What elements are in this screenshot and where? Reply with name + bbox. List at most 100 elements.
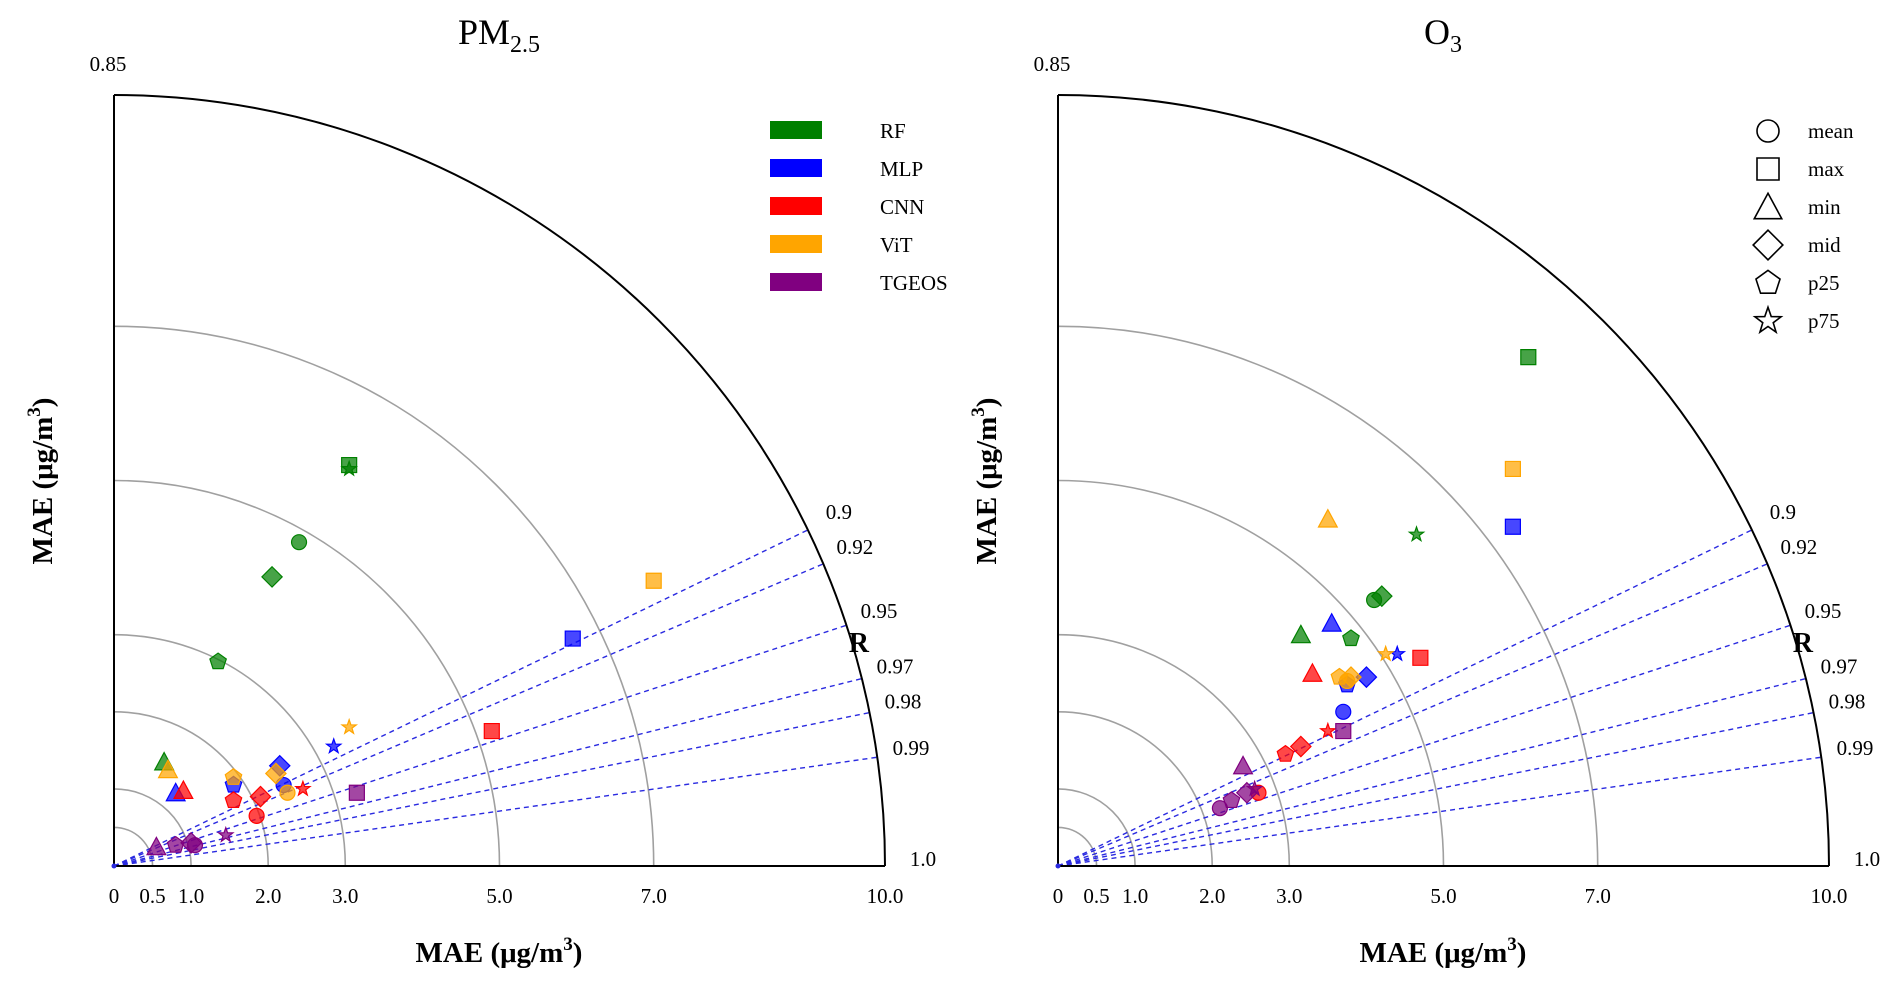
data-point-rf-p75 xyxy=(340,459,359,477)
correlation-line-6 xyxy=(113,756,878,867)
data-point-rf-max xyxy=(1520,349,1537,366)
data-point-mlp-p75 xyxy=(1388,644,1407,662)
correlation-tick-label: 0.92 xyxy=(1781,535,1818,559)
legend-marker-mean xyxy=(1756,119,1780,143)
correlation-tick-label: 0.9 xyxy=(826,500,852,524)
legend-swatch-tgeos xyxy=(770,273,822,291)
legend: RF MLP CNN ViT TGEOS xyxy=(770,119,948,295)
correlation-tick-label: 0.98 xyxy=(885,690,922,714)
x-tick-label: 3.0 xyxy=(1276,884,1302,908)
data-point-rf-min xyxy=(1290,624,1312,644)
outer-arc xyxy=(113,94,886,867)
correlation-tick-label: 1.0 xyxy=(1854,847,1880,871)
legend-label: ViT xyxy=(880,233,913,257)
data-point-vit-mid xyxy=(264,762,287,785)
data-point-tgeos-mean xyxy=(1211,800,1229,817)
legend-label: mean xyxy=(1808,119,1854,143)
x-tick-label: 2.0 xyxy=(255,884,281,908)
correlation-line-1 xyxy=(113,529,809,867)
x-tick-label: 1.0 xyxy=(1122,884,1148,908)
x-tick-label: 7.0 xyxy=(1585,884,1611,908)
data-point-mlp-mid xyxy=(1355,666,1378,689)
data-point-cnn-min xyxy=(1302,662,1323,682)
x-tick-label: 10.0 xyxy=(867,884,904,908)
correlation-line-4 xyxy=(113,677,863,867)
data-point-tgeos-p25 xyxy=(1222,791,1241,809)
correlation-tick-label: 0.97 xyxy=(1821,654,1858,678)
legend-label: max xyxy=(1808,157,1845,181)
legend-label: RF xyxy=(880,119,906,143)
data-point-vit-p75 xyxy=(1376,644,1395,662)
chart-title-subscript: 2.5 xyxy=(510,32,540,58)
radial-arc-0 xyxy=(113,826,154,867)
correlation-tick-label: 0.98 xyxy=(1829,690,1866,714)
chart-title-subscript: 3 xyxy=(1450,32,1462,58)
data-point-tgeos-p75 xyxy=(216,825,235,843)
outer-arc xyxy=(1057,94,1830,867)
data-point-mlp-max xyxy=(1504,518,1521,535)
correlation-axis-label: R xyxy=(849,628,870,659)
x-axis-label-close: ) xyxy=(1517,937,1527,969)
data-point-rf-mid xyxy=(1370,585,1393,608)
legend-label: p25 xyxy=(1808,271,1840,295)
legend-marker-p25 xyxy=(1755,269,1781,295)
legend-swatch-cnn xyxy=(770,197,822,215)
radial-arc-3 xyxy=(113,633,347,867)
data-point-vit-min xyxy=(157,758,179,779)
correlation-tick-label: 0.85 xyxy=(90,52,127,76)
correlation-line-6 xyxy=(1057,756,1822,867)
data-point-cnn-mean xyxy=(248,807,265,824)
data-point-cnn-mid xyxy=(1289,735,1312,758)
radial-arc-5 xyxy=(1057,325,1599,867)
correlation-line-4 xyxy=(1057,677,1807,867)
data-point-rf-mean xyxy=(290,534,308,551)
data-point-tgeos-p25 xyxy=(166,835,185,853)
panel-pm25: 0 0.5 1.0 2.0 3.0 5.0 7.0 10.0 0.85 0.9 0.92 0.95 0.… xyxy=(24,12,948,969)
data-point-cnn-max xyxy=(483,722,500,740)
data-point-cnn-min xyxy=(173,779,194,800)
radial-arc-2 xyxy=(113,711,269,867)
correlation-tick-label: 0.99 xyxy=(893,736,930,760)
data-point-cnn-p25 xyxy=(1276,744,1295,762)
y-axis-label: MAE (μg/m3) xyxy=(24,398,59,565)
legend-marker-min xyxy=(1752,191,1784,220)
correlation-line-2 xyxy=(1057,563,1768,867)
x-axis-label-main: MAE (μg/m xyxy=(416,937,564,969)
x-tick-label: 0.5 xyxy=(1083,884,1109,908)
correlation-axis-label: R xyxy=(1793,628,1814,659)
correlation-tick-label: 0.85 xyxy=(1034,52,1071,76)
y-axis-label-main: MAE (μg/m xyxy=(971,417,1003,565)
correlation-tick-label: 0.97 xyxy=(877,654,914,678)
x-tick-label: 7.0 xyxy=(641,884,667,908)
legend-swatch-rf xyxy=(770,121,822,139)
correlation-line-5 xyxy=(113,711,870,867)
data-point-rf-p75 xyxy=(1407,525,1426,543)
chart-title: O3 xyxy=(1424,12,1462,58)
data-point-cnn-p25 xyxy=(224,791,243,809)
x-axis-label-superscript: 3 xyxy=(1507,934,1517,955)
data-point-cnn-p75 xyxy=(294,779,312,797)
origin-point xyxy=(1055,863,1061,869)
data-point-vit-max xyxy=(645,572,662,589)
legend-marker-p75 xyxy=(1752,304,1784,335)
data-point-tgeos-p75 xyxy=(1245,779,1264,797)
radial-arc-5 xyxy=(113,325,655,867)
x-tick-label: 2.0 xyxy=(1199,884,1225,908)
panel-o3: 0 0.5 1.0 2.0 3.0 5.0 7.0 10.0 0.85 0.9 0.92 0.95 0.… xyxy=(968,12,1880,969)
legend: mean max min mid p25 p75 xyxy=(1752,119,1854,335)
x-tick-label: 3.0 xyxy=(332,884,358,908)
data-point-vit-min xyxy=(1317,508,1339,528)
data-point-vit-p75 xyxy=(340,717,359,735)
y-axis-label-superscript: 3 xyxy=(968,407,989,417)
y-axis-label-main: MAE (μg/m xyxy=(27,417,59,565)
correlation-tick-label: 0.92 xyxy=(837,535,874,559)
data-point-vit-max xyxy=(1504,460,1521,478)
legend-swatch-vit xyxy=(770,235,822,253)
chart-title-main: O xyxy=(1424,12,1450,52)
x-axis-label: MAE (μg/m3) xyxy=(416,934,583,969)
x-tick-label: 0.5 xyxy=(139,884,165,908)
correlation-tick-label: 0.99 xyxy=(1837,736,1874,760)
legend-marker-max xyxy=(1756,157,1780,181)
